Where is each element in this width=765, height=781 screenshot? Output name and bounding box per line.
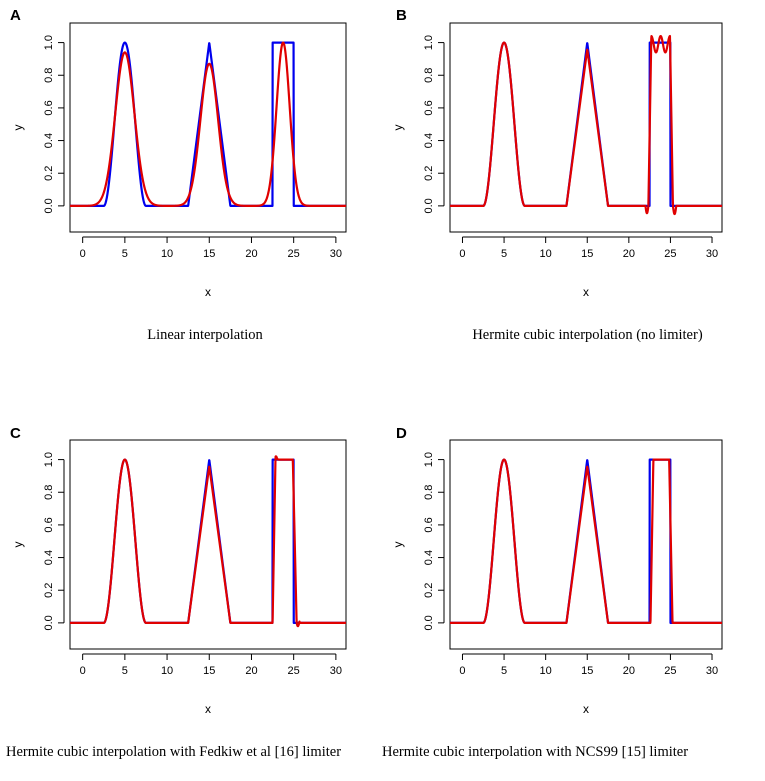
y-tick-label: 0.8 (423, 68, 435, 83)
y-tick-label: 0.2 (423, 583, 435, 598)
panel-letter: D (396, 425, 407, 442)
y-axis-label: y (11, 542, 25, 548)
caption-c: Hermite cubic interpolation with Fedkiw … (6, 744, 342, 760)
x-tick-label: 30 (330, 665, 342, 677)
y-axis: 0.0 0.2 0.4 0.6 0.8 1.0 y (11, 452, 65, 631)
caption-d: Hermite cubic interpolation with NCS99 [… (382, 744, 689, 760)
y-tick-label: 0.2 (43, 166, 55, 181)
x-tick-label: 0 (80, 248, 86, 260)
y-tick-label: 0.6 (423, 517, 435, 532)
y-axis: 0.0 0.2 0.4 0.6 0.8 1.0 y (391, 452, 445, 631)
x-tick-label: 30 (330, 248, 342, 260)
panel-d: D 0 5 10 15 20 25 30 x 0.0 0.2 0.4 0.6 0.8 1.0 y (391, 425, 723, 716)
y-tick-label: 0.4 (423, 133, 435, 148)
series-line-numerical (69, 455, 347, 628)
series-line-exact (69, 458, 347, 624)
series-line-numerical (449, 34, 723, 216)
x-tick-label: 15 (581, 248, 593, 260)
y-tick-label: 1.0 (423, 35, 435, 50)
y-tick-label: 1.0 (423, 452, 435, 467)
x-tick-label: 20 (623, 248, 635, 260)
series-line-exact (449, 41, 723, 207)
x-tick-label: 5 (501, 248, 507, 260)
y-axis-label: y (11, 125, 25, 131)
x-tick-label: 10 (540, 248, 552, 260)
caption-b: Hermite cubic interpolation (no limiter) (472, 327, 703, 343)
y-axis: 0.0 0.2 0.4 0.6 0.8 1.0 y (391, 35, 445, 214)
y-tick-label: 0.8 (43, 68, 55, 83)
x-tick-label: 5 (122, 248, 128, 260)
x-tick-label: 20 (245, 665, 257, 677)
x-tick-label: 0 (459, 665, 465, 677)
plot-frame (69, 439, 347, 650)
x-tick-label: 20 (623, 665, 635, 677)
x-tick-label: 0 (80, 665, 86, 677)
y-tick-label: 0.6 (43, 100, 55, 115)
panel-letter: A (10, 7, 21, 24)
y-axis: 0.0 0.2 0.4 0.6 0.8 1.0 y (11, 35, 65, 214)
x-tick-label: 15 (581, 665, 593, 677)
y-axis-label: y (391, 125, 405, 131)
x-tick-label: 20 (245, 248, 257, 260)
y-tick-label: 0.2 (423, 166, 435, 181)
panel-c: C 0 5 10 15 20 25 30 x 0.0 0.2 0.4 0.6 0.8 1.0 y (10, 425, 347, 716)
panel-letter: C (10, 425, 21, 442)
x-axis: 0 5 10 15 20 25 30 x (80, 236, 342, 299)
panel-a: A 0 5 10 15 20 25 30 x 0.0 0.2 0.4 0.6 0.8 1.0 y (10, 7, 347, 299)
x-tick-label: 25 (288, 248, 300, 260)
x-axis-label: x (205, 702, 211, 716)
x-tick-label: 5 (501, 665, 507, 677)
x-axis-label: x (583, 285, 589, 299)
y-tick-label: 0.4 (43, 550, 55, 565)
x-axis: 0 5 10 15 20 25 30 x (459, 236, 718, 299)
y-tick-label: 0.0 (423, 615, 435, 630)
plot-frame (449, 22, 723, 233)
x-tick-label: 10 (161, 665, 173, 677)
y-tick-label: 0.4 (43, 133, 55, 148)
x-tick-label: 30 (706, 248, 718, 260)
x-axis: 0 5 10 15 20 25 30 x (80, 653, 342, 716)
y-tick-label: 0.0 (43, 615, 55, 630)
y-tick-label: 0.2 (43, 583, 55, 598)
y-tick-label: 0.0 (423, 198, 435, 213)
x-tick-label: 15 (203, 665, 215, 677)
x-tick-label: 25 (664, 248, 676, 260)
x-tick-label: 25 (288, 665, 300, 677)
panel-b: B 0 5 10 15 20 25 30 x 0.0 0.2 0.4 0.6 0.8 1.0 y (391, 7, 723, 299)
series-line-exact (449, 458, 723, 624)
x-tick-label: 30 (706, 665, 718, 677)
y-tick-label: 0.6 (43, 517, 55, 532)
x-axis-label: x (205, 285, 211, 299)
plot-frame (449, 439, 723, 650)
y-tick-label: 0.4 (423, 550, 435, 565)
x-tick-label: 15 (203, 248, 215, 260)
caption-a: Linear interpolation (147, 327, 263, 343)
panel-letter: B (396, 7, 407, 24)
y-tick-label: 1.0 (43, 452, 55, 467)
x-tick-label: 5 (122, 665, 128, 677)
series-line-numerical (449, 458, 723, 624)
y-axis-label: y (391, 542, 405, 548)
x-tick-label: 0 (459, 248, 465, 260)
y-tick-label: 0.8 (43, 485, 55, 500)
x-axis: 0 5 10 15 20 25 30 x (459, 653, 718, 716)
y-tick-label: 0.8 (423, 485, 435, 500)
x-tick-label: 10 (540, 665, 552, 677)
x-tick-label: 25 (664, 665, 676, 677)
plot-frame (69, 22, 347, 233)
y-tick-label: 0.6 (423, 100, 435, 115)
x-axis-label: x (583, 702, 589, 716)
y-tick-label: 0.0 (43, 198, 55, 213)
x-tick-label: 10 (161, 248, 173, 260)
y-tick-label: 1.0 (43, 35, 55, 50)
series-line-numerical (69, 41, 347, 207)
